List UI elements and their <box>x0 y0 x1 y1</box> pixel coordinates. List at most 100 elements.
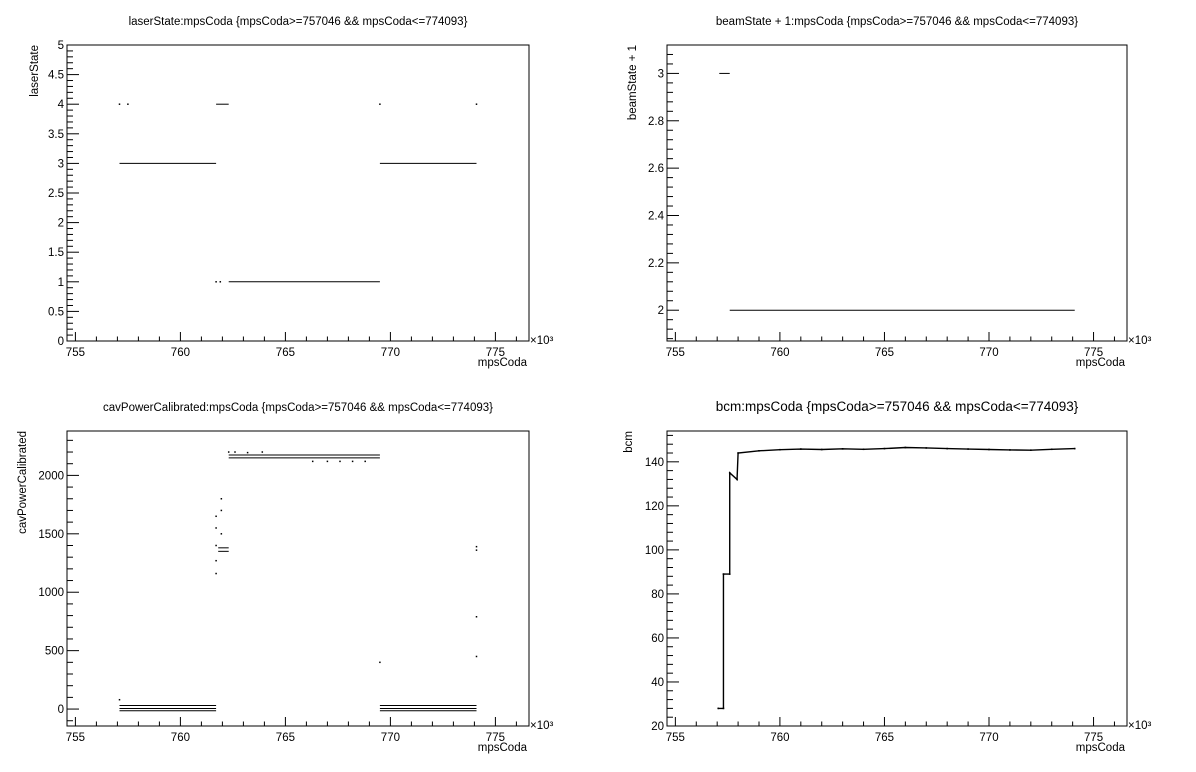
y-tick-label: 3.5 <box>48 129 64 141</box>
x-tick-label: 775 <box>1084 347 1103 359</box>
plot-title: bcm:mpsCoda {mpsCoda>=757046 && mpsCoda<… <box>716 399 1079 414</box>
data-point <box>820 448 823 451</box>
data-point <box>475 549 478 551</box>
x-tick-label: 760 <box>770 347 789 359</box>
y-tick-label: 2000 <box>38 470 64 482</box>
x-tick-label: 760 <box>171 732 190 744</box>
y-tick-label: 2 <box>58 218 64 230</box>
x-tick-label: 755 <box>66 347 85 359</box>
data-point <box>841 448 844 450</box>
y-tick-label: 2.2 <box>648 258 664 270</box>
x-exponent-label: ×10³ <box>530 335 554 347</box>
data-point <box>220 509 223 512</box>
y-tick-label: 2.8 <box>648 116 664 128</box>
x-tick-label: 770 <box>979 347 998 359</box>
data-point <box>215 544 217 547</box>
x-axis-label: mpsCoda <box>478 742 528 754</box>
data-point <box>118 103 121 105</box>
y-tick-label: 1000 <box>38 587 64 599</box>
data-point <box>215 515 217 518</box>
x-axis-label: mpsCoda <box>1076 742 1126 754</box>
y-tick-label: 3 <box>58 158 64 170</box>
x-tick-label: 755 <box>66 732 85 744</box>
data-point <box>234 451 236 453</box>
plot-frame <box>66 44 530 342</box>
plot-frame <box>666 430 1128 727</box>
data-point <box>728 472 731 474</box>
data-point <box>737 452 739 454</box>
data-point <box>1050 448 1053 451</box>
x-tick-label: 755 <box>666 347 685 359</box>
y-tick-label: 500 <box>45 646 64 658</box>
plot-frame <box>666 44 1128 342</box>
data-point <box>758 450 760 452</box>
y-tick-label: 2.4 <box>648 210 665 222</box>
x-tick-label: 770 <box>381 732 400 744</box>
data-point <box>862 448 865 451</box>
data-point <box>215 527 217 529</box>
data-point <box>1030 449 1032 451</box>
x-tick-label: 775 <box>486 732 505 744</box>
data-point <box>379 103 381 105</box>
x-tick-label: 765 <box>276 347 295 359</box>
y-axis-label: cavPowerCalibrated <box>17 431 29 534</box>
data-point <box>475 655 478 658</box>
data-point <box>717 707 720 710</box>
data-point <box>118 698 121 701</box>
data-point <box>219 281 222 283</box>
y-axis-label: bcm <box>623 431 635 453</box>
data-point <box>475 103 478 105</box>
y-axis-label: laserState <box>29 45 41 97</box>
y-tick-label: 0.5 <box>48 306 64 318</box>
data-point <box>261 451 264 453</box>
x-exponent-label: ×10³ <box>1128 335 1152 347</box>
data-point <box>967 448 969 450</box>
plot-bcm: bcm:mpsCoda {mpsCoda>=757046 && mpsCoda<… <box>623 399 1152 754</box>
data-point <box>364 460 366 463</box>
data-point <box>246 451 249 454</box>
plot-frame <box>66 430 530 727</box>
data-point <box>311 460 314 463</box>
data-point <box>475 545 478 548</box>
data-point <box>904 446 907 449</box>
data-series-line <box>718 446 1075 710</box>
y-tick-label: 80 <box>651 589 664 601</box>
y-tick-label: 4.5 <box>48 70 64 82</box>
x-exponent-label: ×10³ <box>1128 720 1152 732</box>
y-tick-label: 2.6 <box>648 163 664 175</box>
x-tick-label: 770 <box>381 347 400 359</box>
x-axis-label: mpsCoda <box>478 357 528 369</box>
data-point <box>215 281 217 283</box>
data-point <box>220 498 223 500</box>
y-tick-label: 3 <box>658 68 664 80</box>
x-tick-label: 770 <box>979 732 998 744</box>
data-point <box>800 448 802 450</box>
x-tick-label: 775 <box>486 347 505 359</box>
data-point <box>227 451 230 453</box>
y-tick-label: 140 <box>645 457 664 469</box>
plot-cavPower: cavPowerCalibrated:mpsCoda {mpsCoda>=757… <box>17 402 554 754</box>
data-point <box>946 447 948 450</box>
data-point <box>1073 447 1076 450</box>
x-tick-label: 765 <box>875 732 894 744</box>
data-point <box>728 573 731 575</box>
data-point <box>722 707 725 710</box>
y-tick-label: 4 <box>58 99 65 111</box>
y-tick-label: 0 <box>58 704 64 716</box>
data-point <box>883 447 886 450</box>
data-point <box>215 572 217 575</box>
x-tick-label: 760 <box>171 347 190 359</box>
x-axis-label: mpsCoda <box>1076 357 1126 369</box>
y-tick-label: 100 <box>645 545 664 557</box>
data-point <box>379 661 381 664</box>
y-tick-label: 1500 <box>38 529 64 541</box>
y-tick-label: 5 <box>58 40 64 52</box>
y-axis-label: beamState + 1 <box>627 45 639 120</box>
data-point <box>215 559 217 562</box>
y-tick-label: 120 <box>645 501 664 513</box>
y-tick-label: 1.5 <box>48 247 64 259</box>
data-point <box>779 448 781 451</box>
x-tick-label: 760 <box>770 732 789 744</box>
x-exponent-label: ×10³ <box>530 720 554 732</box>
